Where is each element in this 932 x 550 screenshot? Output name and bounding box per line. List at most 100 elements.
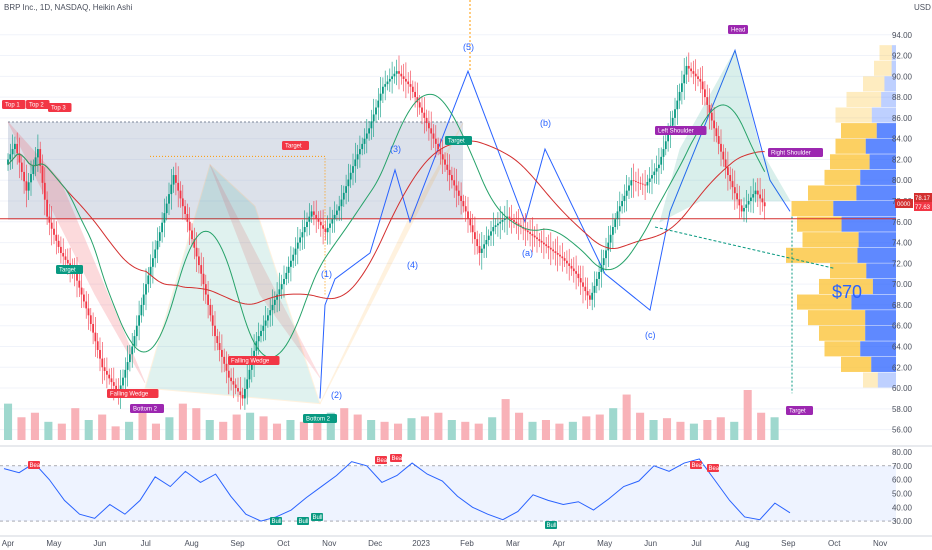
candle-body — [147, 275, 150, 285]
candle-body — [609, 234, 612, 243]
candle-body — [372, 114, 375, 122]
candle-body — [80, 287, 83, 295]
pattern-label-bg — [728, 25, 748, 34]
candle-body — [648, 178, 651, 182]
candle-body — [515, 221, 518, 224]
candle-body — [359, 149, 361, 155]
candle-body — [432, 133, 435, 139]
candle-body — [361, 143, 364, 150]
candle-body — [690, 68, 692, 72]
candle-body — [319, 221, 322, 226]
candle-body — [524, 228, 527, 231]
volume-bar — [299, 421, 308, 440]
candle-body — [135, 325, 138, 337]
rsi-signal-bg — [375, 456, 387, 464]
pattern-label-bg — [303, 414, 337, 423]
candle-body — [414, 91, 416, 98]
candle-body — [738, 199, 741, 206]
candle-body — [89, 315, 92, 324]
vp-up-bar — [860, 169, 896, 185]
price-tick-label: 82.00 — [892, 155, 913, 164]
wave-label: (3) — [390, 144, 401, 154]
candle-body — [37, 149, 39, 158]
volume-bar — [57, 423, 66, 440]
candle-body — [32, 165, 35, 175]
candle-body — [393, 73, 396, 77]
pattern-label-text: Target — [789, 409, 806, 415]
volume-bar — [555, 423, 564, 440]
vp-down-bar — [824, 341, 861, 357]
candle-body — [683, 74, 686, 84]
candle-body — [262, 325, 265, 331]
vp-up-bar — [877, 372, 896, 388]
candle-body — [296, 242, 299, 249]
volume-bar — [407, 418, 416, 440]
time-axis[interactable]: Apr May Jun Jul Aug Sep Oct Nov Dec 2023 Feb Mar Apr… — [0, 535, 932, 548]
candle-body — [57, 240, 60, 247]
candle-body — [9, 154, 12, 160]
candle-body — [586, 291, 589, 296]
price-tick-label: 64.00 — [892, 342, 913, 351]
candle-body — [338, 206, 341, 211]
candle-body — [563, 258, 566, 261]
candle-body — [559, 254, 561, 257]
volume-bar — [84, 420, 93, 440]
candle-body — [653, 171, 656, 176]
candle-body — [292, 254, 295, 261]
volume-bar — [447, 420, 456, 440]
candle-body — [207, 294, 209, 305]
candle-body — [731, 181, 734, 188]
rsi-signal-text: Bear — [377, 458, 390, 464]
candle-body — [85, 301, 88, 309]
volume-bar — [111, 426, 120, 440]
candle-body — [170, 184, 173, 195]
vp-down-bar — [797, 216, 842, 232]
candle-body — [595, 278, 598, 286]
candle-body — [494, 225, 497, 227]
volume-bar — [434, 412, 443, 440]
candle-body — [347, 179, 350, 187]
price-tick-label: 88.00 — [892, 93, 913, 102]
candle-body — [584, 286, 587, 292]
pattern-label-bg — [655, 126, 707, 135]
last-price-tag: 78.17 77.63 0000 — [895, 193, 932, 211]
wave-label: (5) — [463, 42, 474, 52]
candle-body — [161, 222, 163, 233]
vp-up-bar — [866, 263, 896, 279]
candle-body — [549, 247, 552, 250]
price-axis[interactable]: 56.00 58.00 60.00 62.00 64.00 66.00 68.00 70.00… — [892, 31, 913, 435]
candle-body — [283, 278, 285, 285]
candle-body — [745, 204, 748, 208]
pattern-label-text: Top 1 — [5, 103, 20, 109]
bar-countdown: 0000 — [897, 202, 911, 208]
candle-body — [467, 211, 469, 219]
candle-body — [278, 289, 281, 295]
candle-body — [662, 149, 665, 157]
time-tick-label: Oct — [277, 539, 290, 548]
candle-body — [122, 377, 124, 386]
candle-body — [761, 198, 764, 203]
candle-body — [602, 258, 605, 266]
candle-body — [260, 330, 262, 337]
wave-label: (2) — [331, 390, 342, 400]
volume-bar — [501, 399, 510, 440]
volume-bar — [622, 394, 631, 440]
volume-bar — [30, 412, 39, 440]
pattern-label-text: Falling Wedge — [231, 359, 270, 365]
vp-up-bar — [833, 201, 896, 217]
candle-body — [623, 195, 626, 202]
candle-body — [94, 332, 97, 342]
candle-body — [41, 165, 44, 183]
elliott-wave-path — [319, 48, 791, 399]
target-price-label: $70 — [832, 282, 862, 302]
candle-body — [221, 349, 223, 357]
price-tick-label: 80.00 — [892, 176, 913, 185]
volume-bar — [636, 412, 645, 440]
candle-body — [175, 175, 177, 183]
candle-body — [710, 112, 713, 121]
candle-body — [186, 214, 189, 222]
candle-body — [27, 182, 30, 191]
candle-body — [593, 285, 596, 293]
volume-bar — [703, 420, 712, 440]
candle-body — [646, 181, 649, 186]
